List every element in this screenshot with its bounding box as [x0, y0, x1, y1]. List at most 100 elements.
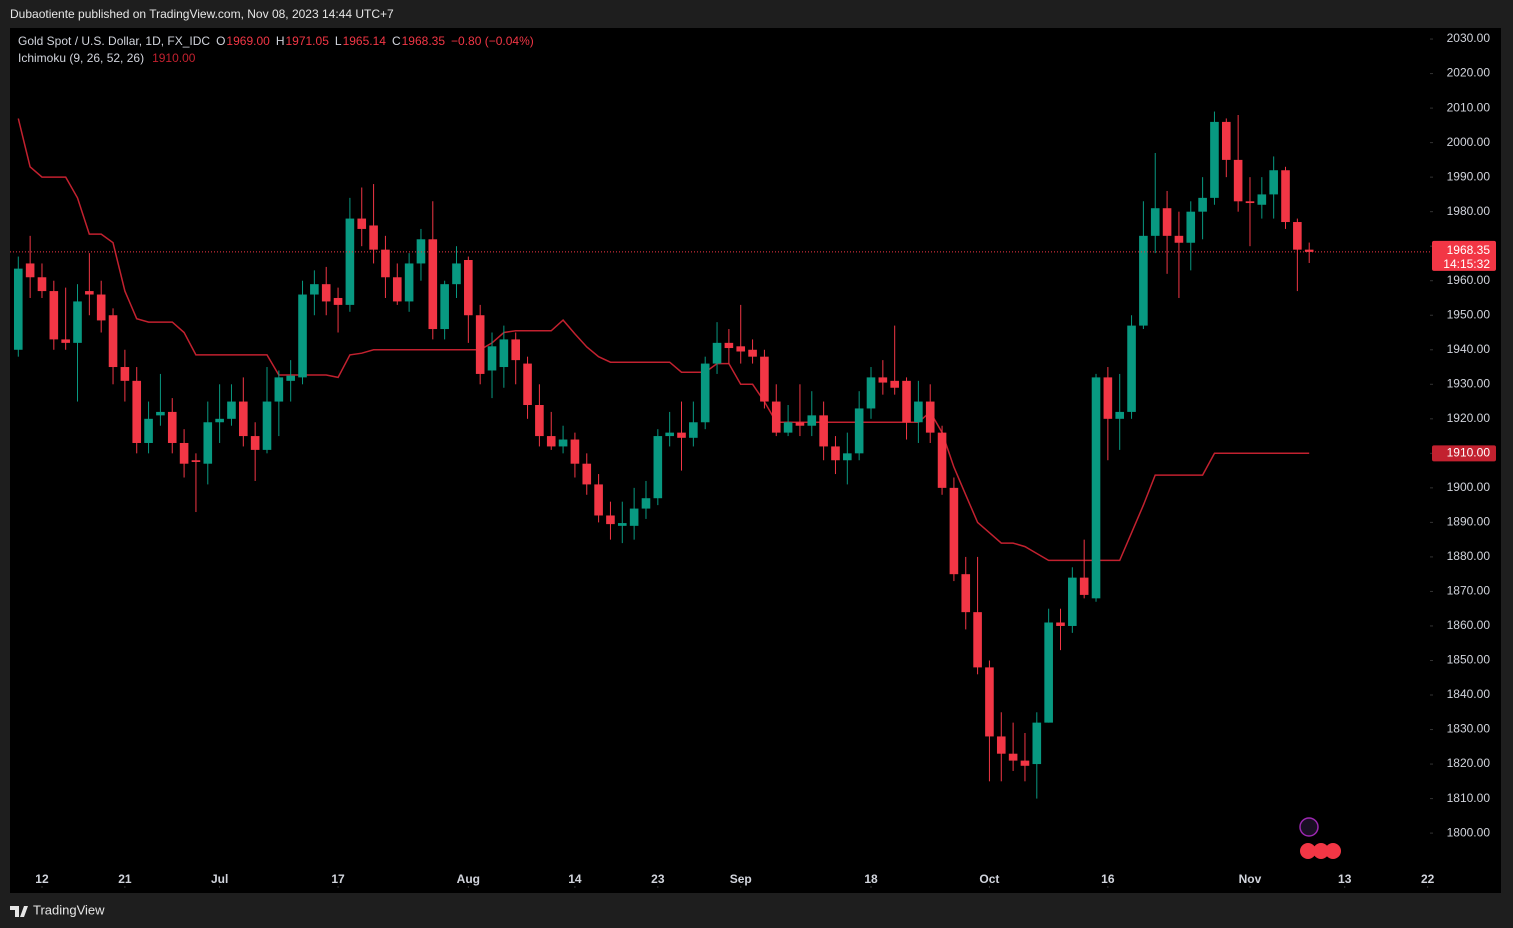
candle-body [120, 367, 130, 381]
candle-body [1233, 159, 1243, 202]
x-tick-label: 17 [331, 872, 345, 886]
candle-body [878, 377, 888, 383]
candle-body [1020, 760, 1030, 766]
candle-body [250, 436, 260, 450]
y-tick-label: 1950.00 [1447, 307, 1491, 321]
candle-body [890, 380, 899, 388]
ohlc-key: C [392, 34, 401, 48]
candle-body [807, 415, 817, 426]
candle-body [1115, 411, 1125, 419]
candle-body [132, 380, 142, 443]
last-price-label: 1968.35 [1447, 243, 1491, 257]
y-tick-label: 2000.00 [1447, 135, 1491, 149]
ohlc-key: L [335, 34, 342, 48]
candle-body [357, 218, 367, 229]
change: −0.80 (−0.04%) [451, 34, 534, 48]
y-tick-label: 1870.00 [1447, 584, 1491, 598]
y-tick-label: 2030.00 [1447, 31, 1491, 45]
candle-body [606, 515, 615, 525]
candle-body [1269, 170, 1278, 195]
candle-body [416, 239, 426, 264]
x-tick-label: 22 [1421, 872, 1435, 886]
y-tick-label: 2010.00 [1447, 100, 1491, 114]
candle-body [724, 342, 734, 349]
candle-body [1245, 201, 1255, 204]
candle-body [1174, 235, 1184, 243]
candle-body [108, 315, 118, 368]
candle-body [1103, 377, 1113, 419]
candle-body [570, 439, 580, 464]
candle-body [61, 339, 70, 343]
candle-body [452, 263, 461, 285]
indicator-axis-label: 1910.00 [1447, 446, 1491, 460]
candle-body [546, 436, 556, 447]
candle-body [1221, 121, 1231, 160]
candle-body [404, 263, 414, 302]
indicator-name: Ichimoku (9, 26, 52, 26) [18, 51, 144, 65]
brand-logo [10, 906, 28, 917]
x-tick-label: 16 [1101, 872, 1115, 886]
brand-name: TradingView [33, 902, 105, 917]
x-tick-label: Nov [1239, 872, 1262, 886]
x-tick-label: Aug [457, 872, 480, 886]
candle-body [831, 446, 840, 461]
y-tick-label: 1800.00 [1447, 825, 1491, 839]
candle-body [310, 284, 319, 295]
candle-body [736, 346, 746, 352]
x-tick-label: 14 [568, 872, 582, 886]
y-tick-label: 1940.00 [1447, 342, 1491, 356]
y-tick-label: 1890.00 [1447, 515, 1491, 529]
y-tick-label: 1980.00 [1447, 204, 1491, 218]
candle-body [760, 356, 769, 402]
ohlc-value: 1971.05 [285, 34, 329, 48]
x-tick-label: 12 [35, 872, 49, 886]
candle-body [13, 268, 23, 350]
candle-body [677, 432, 686, 438]
indicator-value: 1910.00 [152, 51, 196, 65]
candle-body [345, 218, 355, 305]
ohlc-value: 1965.14 [343, 34, 387, 48]
candle-body [617, 523, 627, 526]
candle-body [866, 377, 876, 409]
candle-body [985, 667, 994, 737]
candle-body [381, 249, 390, 278]
candle-body [511, 339, 521, 361]
candle-body [629, 508, 639, 526]
y-tick-label: 1830.00 [1447, 722, 1491, 736]
candle-body [949, 487, 959, 575]
candle-body [689, 422, 698, 438]
published-note: Dubaotiente published on TradingView.com… [10, 7, 394, 21]
event-icons [1299, 817, 1341, 859]
ohlc-value: 1969.00 [226, 34, 270, 48]
candle-body [1281, 170, 1290, 223]
candle-body [37, 277, 47, 292]
candle-body [1091, 377, 1101, 599]
candle-body [795, 422, 805, 426]
candle-body [1056, 622, 1065, 626]
candle-body [428, 239, 438, 330]
candle-body [1044, 622, 1053, 723]
candle-body [1210, 121, 1219, 198]
y-tick-label: 1850.00 [1447, 653, 1491, 667]
ohlc-key: O [216, 34, 225, 48]
candle-body [298, 294, 307, 378]
y-tick-label: 1840.00 [1447, 687, 1491, 701]
candle-body [203, 422, 213, 464]
candle-body [1257, 194, 1267, 205]
candle-body [262, 401, 272, 450]
candle-body [819, 415, 828, 447]
candle-body [914, 401, 923, 423]
candle-body [523, 363, 532, 406]
ohlc-value: 1968.35 [402, 34, 446, 48]
y-tick-label: 1960.00 [1447, 273, 1491, 287]
y-tick-label: 1860.00 [1447, 618, 1491, 632]
y-tick-label: 1900.00 [1447, 480, 1491, 494]
x-tick-label: Sep [730, 872, 752, 886]
candle-body [748, 349, 757, 357]
symbol-title: Gold Spot / U.S. Dollar, 1D, FX_IDC [18, 34, 210, 48]
candle-body [215, 418, 224, 423]
candle-body [73, 301, 82, 343]
y-tick-label: 1930.00 [1447, 376, 1491, 390]
candle-body [653, 436, 663, 499]
